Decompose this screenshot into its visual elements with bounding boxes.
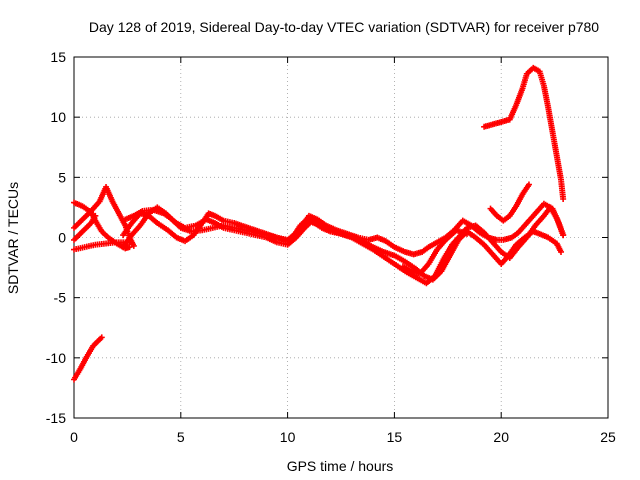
grid-lines [74,57,608,418]
x-tick-label: 0 [70,429,78,445]
y-tick-label: -5 [54,290,67,306]
series-arc-9 [399,227,471,277]
y-tick-label: -15 [46,410,66,426]
axis-ticks [73,56,609,419]
y-tick-label: 10 [50,109,66,125]
x-tick-label: 10 [280,429,296,445]
x-tick-label: 5 [177,429,185,445]
x-tick-label: 20 [493,429,509,445]
data-point [98,334,105,341]
y-axis-label: SDTVAR / TECUs [5,182,21,294]
series-arc-11 [481,64,567,202]
y-tick-label: 5 [58,169,66,185]
x-tick-label: 25 [600,429,616,445]
data-series [71,64,567,383]
data-point [464,230,471,237]
data-point [560,232,567,239]
chart-title: Day 128 of 2019, Sidereal Day-to-day VTE… [89,19,599,35]
data-point [525,181,532,188]
series-arc-10 [487,181,532,224]
y-tick-labels: -15 -10 -5 0 5 10 15 [46,49,66,426]
data-point [560,195,567,202]
series-arc-1 [71,334,105,383]
data-point [558,248,565,255]
x-tick-label: 15 [387,429,403,445]
x-axis-label: GPS time / hours [287,458,394,474]
y-tick-label: 0 [58,230,66,246]
series-arc-8 [122,200,567,258]
series-arc-3 [71,212,99,243]
data-point [130,242,137,249]
y-tick-label: -10 [46,350,66,366]
x-tick-labels: 0 5 10 15 20 25 [70,429,616,445]
y-tick-label: 15 [50,49,66,65]
